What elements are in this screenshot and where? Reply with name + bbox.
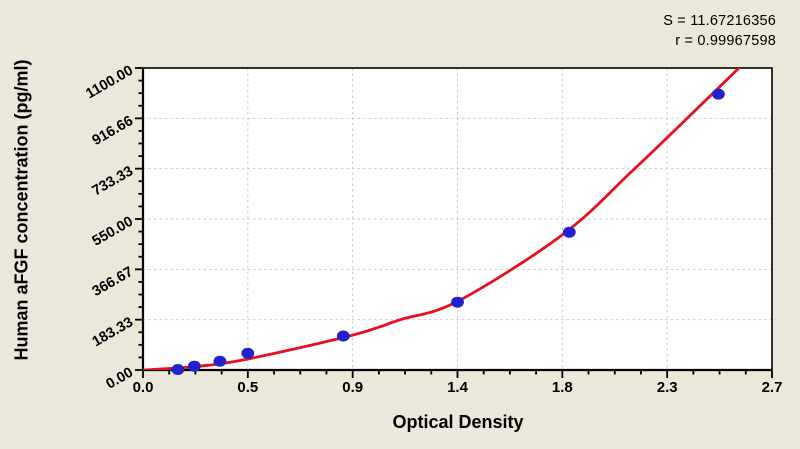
x-tick-label: 2.7 (762, 379, 783, 396)
y-tick-label: 183.33 (90, 314, 136, 350)
y-tick-label: 733.33 (90, 163, 136, 199)
x-tick-label: 1.4 (447, 379, 469, 396)
fit-curve-line (143, 68, 741, 370)
data-point-marker (241, 347, 255, 359)
x-tick-label: 0.5 (237, 379, 258, 396)
data-point-marker (336, 330, 350, 342)
x-tick-label: 2.3 (657, 379, 678, 396)
x-tick-label: 1.8 (552, 379, 573, 396)
data-point-marker (712, 88, 725, 100)
data-point-marker (451, 296, 464, 308)
x-axis-title: Optical Density (392, 412, 524, 432)
fit-statistics: S = 11.67216356 r = 0.99967598 (663, 11, 776, 51)
data-point-marker (171, 364, 185, 375)
y-tick-label: 0.00 (104, 365, 136, 393)
x-tick-label: 0.9 (342, 379, 363, 396)
y-tick-label: 916.66 (90, 113, 136, 149)
y-tick-label: 1100.00 (83, 63, 136, 103)
r-value-label: r = 0.99967598 (675, 33, 776, 49)
y-tick-label: 550.00 (90, 214, 136, 250)
y-tick-label: 366.67 (90, 264, 136, 300)
x-tick-label: 0.0 (133, 379, 154, 396)
s-value-label: S = 11.67216356 (663, 13, 776, 29)
data-point-marker (213, 355, 227, 367)
data-point-marker (562, 226, 576, 238)
data-point-marker (187, 360, 201, 372)
